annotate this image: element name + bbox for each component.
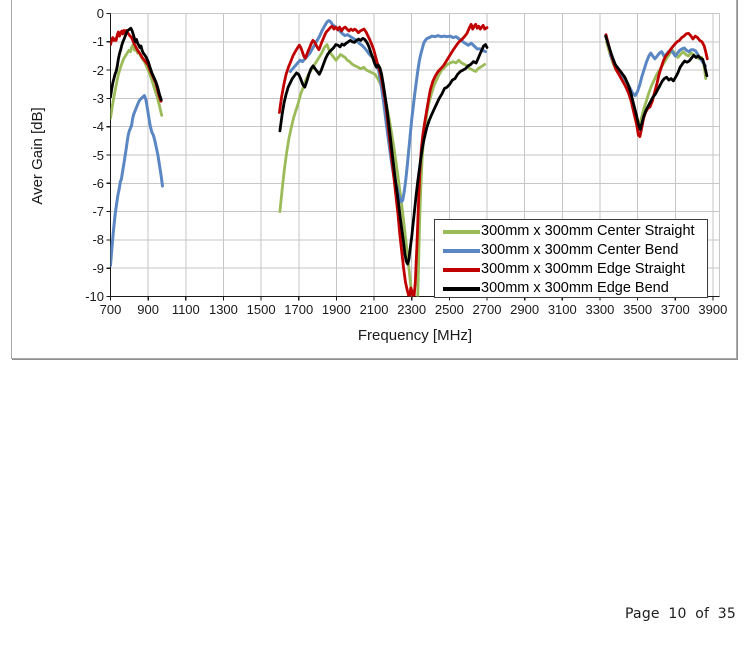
y-axis-title: Aver Gain [dB] [29,107,46,205]
legend-line-swatch-blue-icon [443,248,480,253]
y-tick-label: -9 [92,260,104,276]
x-tick-label: 1500 [246,302,276,317]
legend-line-swatch-green-icon [443,229,480,234]
x-tick-label: 700 [99,302,122,317]
x-tick-label: 1100 [171,302,200,317]
y-tick-label: -8 [92,232,104,248]
legend-item-edge-straight: 300mm x 300mm Edge Straight [443,260,707,279]
x-tick-label: 3100 [547,302,577,317]
y-tick-label: -5 [92,147,104,163]
y-tick-label: -4 [92,119,104,135]
x-tick-label: 3300 [585,302,615,317]
legend-line-swatch-black-icon [443,286,480,291]
x-tick-label: 3500 [623,302,653,317]
x-tick-label: 2300 [397,302,427,317]
x-tick-label: 900 [137,302,159,317]
y-tick-label: -10 [85,289,104,304]
x-tick-label: 2100 [359,302,389,317]
chart-frame [11,0,737,359]
y-tick-label: -7 [92,204,104,220]
y-tick-label: -2 [92,62,104,78]
x-axis-title: Frequency [MHz] [357,327,473,344]
x-tick-label: 1900 [321,302,351,317]
legend-label-edge-straight: 300mm x 300mm Edge Straight [481,261,685,277]
page-number: Page 10 of 35 [625,606,736,622]
y-tick-label: -3 [92,90,104,106]
x-tick-label: 1700 [284,302,314,317]
x-tick-label: 2900 [510,302,540,317]
y-tick-label: 0 [96,6,104,21]
x-tick-label: 3700 [660,302,690,317]
y-tick-label: -6 [92,175,104,191]
x-tick-label: 1300 [208,302,238,317]
chart-legend: 300mm x 300mm Center Straight 300mm x 30… [434,219,708,298]
legend-item-edge-bend: 300mm x 300mm Edge Bend [443,279,707,298]
x-tick-label: 3900 [698,302,728,317]
legend-label-center-bend: 300mm x 300mm Center Bend [481,242,679,258]
legend-item-center-bend: 300mm x 300mm Center Bend [443,241,707,260]
y-tick-label: -1 [92,34,104,50]
legend-label-center-straight: 300mm x 300mm Center Straight [481,223,695,239]
legend-line-swatch-red-icon [443,267,480,272]
series-line-3 [110,26,709,266]
legend-label-edge-bend: 300mm x 300mm Edge Bend [481,280,669,296]
x-tick-label: 2500 [434,302,464,317]
legend-item-center-straight: 300mm x 300mm Center Straight [443,222,707,241]
x-tick-label: 2700 [472,302,502,317]
